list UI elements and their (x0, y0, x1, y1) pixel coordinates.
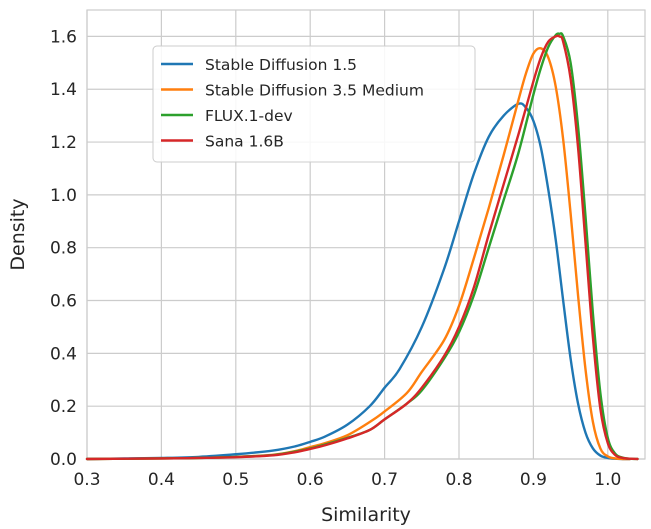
density-curves (85, 32, 639, 461)
series-line-3 (85, 34, 639, 461)
legend-label: Sana 1.6B (205, 133, 284, 151)
x-axis-ticks: 0.3 0.4 0.5 0.6 0.7 0.8 0.9 1.0 (73, 470, 621, 490)
plot-frame (86, 9, 646, 460)
y-axis-label: Density (7, 198, 29, 270)
y-tick-label: 0.2 (50, 397, 77, 417)
legend-label: Stable Diffusion 1.5 (205, 56, 357, 74)
x-tick-label: 0.5 (222, 470, 249, 490)
x-tick-label: 1.0 (594, 470, 621, 490)
legend: Stable Diffusion 1.5 Stable Diffusion 3.5… (152, 45, 476, 163)
legend-label: Stable Diffusion 3.5 Medium (205, 82, 424, 100)
x-tick-label: 0.3 (73, 470, 100, 490)
y-tick-label: 1.4 (50, 80, 77, 100)
legend-label: FLUX.1-dev (205, 107, 293, 125)
y-tick-label: 0.4 (50, 344, 77, 364)
y-tick-label: 0.0 (50, 450, 77, 470)
series-line-0 (85, 102, 632, 461)
x-tick-label: 0.6 (297, 470, 324, 490)
y-tick-label: 1.6 (50, 27, 77, 47)
y-tick-label: 0.6 (50, 292, 77, 312)
x-tick-label: 0.8 (445, 470, 472, 490)
x-tick-label: 0.4 (148, 470, 175, 490)
y-tick-label: 0.8 (50, 239, 77, 259)
x-tick-label: 0.9 (520, 470, 547, 490)
y-axis-ticks: 0.0 0.2 0.4 0.6 0.8 1.0 1.2 1.4 1.6 (50, 27, 77, 470)
x-axis-label: Similarity (321, 504, 411, 526)
legend-box (152, 45, 476, 163)
x-tick-label: 0.7 (371, 470, 398, 490)
y-tick-label: 1.0 (50, 186, 77, 206)
y-tick-label: 1.2 (50, 133, 77, 153)
